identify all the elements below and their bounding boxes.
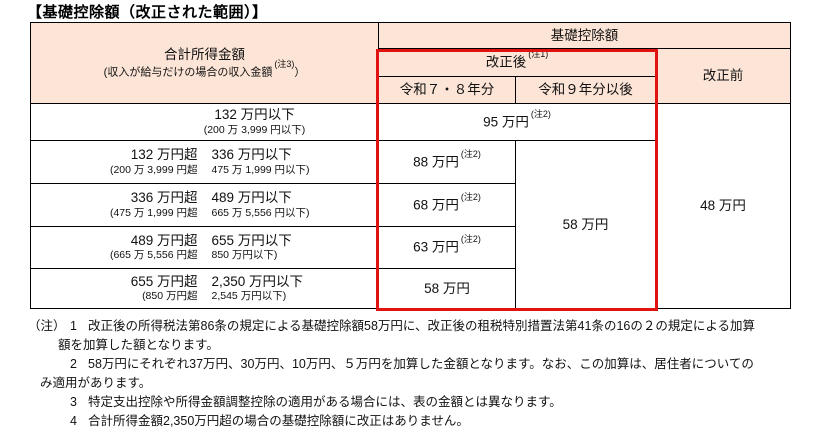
income-range-cell: 655 万円超 2,350 万円以下 (850 万円超 2,545 万円以下)	[30, 268, 379, 309]
table-row: 132 万円以下 (200 万 3,999 円以下) 95 万円(注2) 48 …	[30, 103, 792, 309]
page-title: 【基礎控除額（改正された範囲）】	[27, 4, 268, 21]
footnote-4: 4 合計所得金額2,350万円超の場合の基礎控除額に改正はありません。	[70, 414, 469, 428]
footnote-3: 3 特定支出控除や所得金額調整控除の適用がある場合には、表の金額とは異なります。	[70, 395, 562, 409]
income-range-cell: 132 万円以下 (200 万 3,999 円以下)	[30, 103, 379, 141]
basic-deduction-table: 合計所得金額 (収入が給与だけの場合の収入金額(注3)） 基礎控除額 改正後(注…	[30, 22, 792, 309]
footnotes: （注） 1 改正後の所得税法第86条の規定による基礎控除額58万円に、改正後の租…	[28, 317, 806, 431]
table-row: 336 万円超 489 万円以下 (475 万 1,999 円超 665 万 5,5…	[30, 183, 791, 227]
footnote-1-line-2: 額を加算した額となります。	[58, 338, 219, 352]
table-row: 489 万円超 655 万円以下 (665 万 5,556 円超 850 万円以下)…	[30, 226, 791, 269]
income-range-cell: 336 万円超 489 万円以下 (475 万 1,999 円超 665 万 5,5…	[30, 183, 379, 227]
note2-superscript: (注2)	[530, 108, 551, 119]
deduction-amount-cell: 95 万円(注2)	[378, 103, 656, 141]
note2-superscript: (注2)	[460, 148, 481, 159]
header-reiwa-9-later: 令和９年分以後	[515, 76, 656, 104]
deduction-amount-cell: 63 万円(注2)	[378, 226, 516, 269]
note2-superscript: (注2)	[460, 191, 481, 202]
note3-superscript: (注3)	[274, 59, 295, 70]
header-after-revision: 改正後(注1)	[378, 48, 656, 77]
header-reiwa-7-8: 令和７・８年分	[378, 76, 516, 104]
deduction-amount-cell: 58 万円	[378, 268, 516, 309]
note2-superscript: (注2)	[460, 234, 481, 245]
footnote-2-line-1: 2 58万円にそれぞれ37万円、30万円、10万円、５万円を加算した金額となりま…	[70, 357, 754, 371]
footnote-1-line-1: （注） 1 改正後の所得税法第86条の規定による基礎控除額58万円に、改正後の租…	[28, 317, 806, 336]
note1-superscript: (注1)	[528, 49, 549, 60]
header-before-revision: 改正前	[654, 48, 792, 104]
total-income-subtitle: (収入が給与だけの場合の収入金額(注3)）	[103, 59, 306, 79]
income-range-cell: 132 万円超 336 万円以下 (200 万 3,999 円超 475 万 1,9…	[30, 140, 379, 184]
table-row: 655 万円超 2,350 万円以下 (850 万円超 2,545 万円以下) 58…	[30, 268, 791, 309]
table-row: 132 万円超 336 万円以下 (200 万 3,999 円超 475 万 1,9…	[30, 140, 791, 309]
before-amount-cell: 48 万円	[654, 103, 792, 309]
header-basic-deduction: 基礎控除額	[377, 22, 792, 49]
income-range-cell: 489 万円超 655 万円以下 (665 万 5,556 円超 850 万円以下)	[30, 226, 379, 269]
deduction-amount-cell: 88 万円(注2)	[378, 140, 516, 184]
footnote-label: （注）	[28, 319, 66, 333]
header-total-income: 合計所得金額 (収入が給与だけの場合の収入金額(注3)）	[30, 22, 379, 104]
footnote-2-line-2: み適用があります。	[40, 376, 152, 390]
deduction-amount-cell: 68 万円(注2)	[378, 183, 516, 227]
deduction-table: 合計所得金額 (収入が給与だけの場合の収入金額(注3)） 基礎控除額 改正後(注…	[30, 22, 792, 311]
total-income-title: 合計所得金額	[164, 46, 245, 62]
merged-r9-amount-cell: 58 万円	[515, 140, 656, 309]
